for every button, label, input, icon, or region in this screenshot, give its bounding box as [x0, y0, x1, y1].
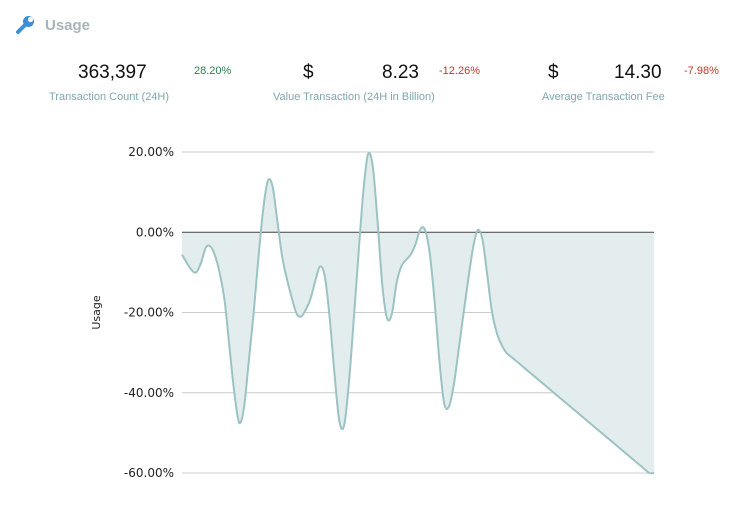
stat-change: -12.26% — [439, 65, 480, 77]
stat-label: Transaction Count (24H) — [49, 91, 170, 103]
stat-label: Average Transaction Fee — [542, 91, 665, 103]
stat-value: 8.23 — [382, 62, 419, 83]
series-line — [181, 151, 655, 475]
y-tick-label: 0.00% — [136, 225, 174, 239]
y-tick-label: -40.00% — [124, 386, 174, 400]
stat-currency: $ — [548, 62, 559, 83]
wrench-icon — [14, 14, 36, 36]
widget-header: Usage — [14, 12, 90, 38]
stat-currency: $ — [303, 62, 314, 83]
y-axis-label: Usage — [90, 295, 103, 330]
stat-label: Value Transaction (24H in Billion) — [273, 91, 435, 103]
widget-title: Usage — [45, 16, 91, 34]
y-tick-label: 20.00% — [128, 145, 174, 159]
y-tick-label: -20.00% — [124, 306, 174, 320]
y-tick-label: -60.00% — [124, 466, 174, 480]
stat-value: 14.30 — [614, 62, 662, 83]
area-fill — [182, 152, 654, 474]
y-tick-labels: 20.00% 0.00% -20.00% -40.00% -60.00% — [124, 145, 174, 480]
stat-value: 363,397 — [78, 62, 147, 83]
stat-change: 28.20% — [194, 65, 232, 77]
stat-change: -7.98% — [684, 65, 719, 77]
